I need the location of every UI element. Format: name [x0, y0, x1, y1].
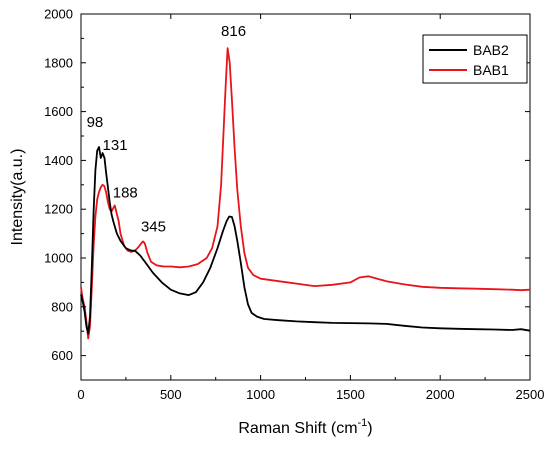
peak-label-98: 98: [87, 114, 104, 131]
peak-label-816: 816: [221, 23, 246, 40]
legend: BAB2 BAB1: [422, 34, 528, 84]
y-tick-label: 600: [51, 348, 73, 363]
y-tick-label: 1800: [44, 55, 73, 70]
legend-label-bab1: BAB1: [473, 62, 509, 78]
x-tick-label: 2000: [426, 387, 455, 402]
x-tick-label: 0: [77, 387, 84, 402]
y-axis-title: Intensity(a.u.): [9, 149, 26, 246]
y-tick-label: 1200: [44, 202, 73, 217]
x-tick-label: 1000: [246, 387, 275, 402]
y-tick-label: 2000: [44, 7, 73, 22]
x-tick-label: 500: [160, 387, 182, 402]
x-axis-title: Raman Shift (cm-1): [238, 417, 372, 437]
series-line-bab1: [80, 47, 531, 340]
peak-label-131: 131: [103, 137, 128, 154]
ticks-layer: 0 500 1000 1500 2000 2500 600 800 1000 1200 1400 16…: [44, 7, 544, 403]
x-axis-title-closing: ): [367, 420, 372, 437]
y-tick-label: 1000: [44, 251, 73, 266]
x-tick-label: 2500: [516, 387, 545, 402]
peak-label-188: 188: [113, 185, 138, 202]
peak-label-345: 345: [141, 218, 166, 235]
x-axis-title-superscript: -1: [358, 417, 368, 429]
x-axis-title-text: Raman Shift (cm: [238, 420, 357, 437]
x-tick-label: 1500: [336, 387, 365, 402]
series-line-bab2: [80, 146, 531, 335]
y-tick-label: 1400: [44, 153, 73, 168]
legend-box: [422, 34, 528, 84]
y-tick-label: 800: [51, 299, 73, 314]
series-layer: [80, 47, 531, 340]
legend-label-bab2: BAB2: [473, 42, 509, 58]
y-tick-label: 1600: [44, 104, 73, 119]
plot-area: 0 500 1000 1500 2000 2500 600 800 1000 1200 1400 16…: [44, 7, 544, 403]
